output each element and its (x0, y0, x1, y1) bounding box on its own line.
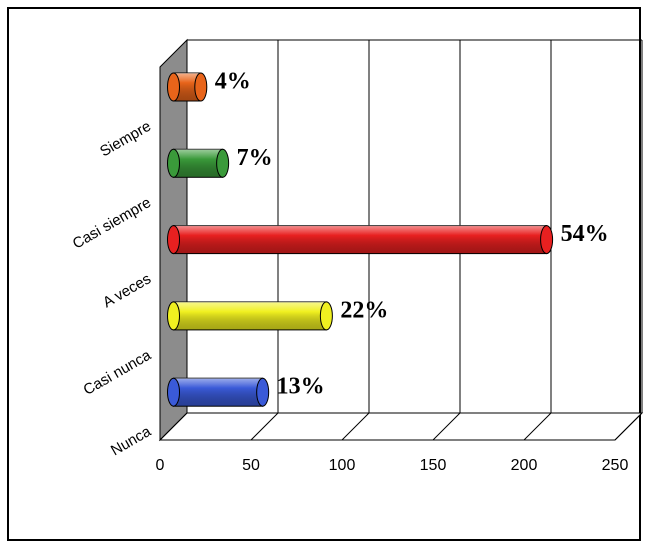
floor-tick-line (250, 412, 279, 441)
bar-start-cap (167, 301, 180, 331)
x-tick-label: 200 (511, 457, 538, 474)
bar-start-cap (167, 72, 180, 102)
bar-start-cap (167, 377, 180, 407)
bar (167, 148, 230, 178)
value-label: 54% (561, 221, 609, 247)
bar-end-cap (319, 301, 333, 331)
floor-tick-line (159, 412, 188, 441)
bar-start-cap (167, 225, 180, 255)
bar-shade (173, 149, 223, 178)
bar (167, 377, 270, 407)
bar-end-cap (194, 72, 208, 102)
floor (158, 412, 644, 441)
bar-shade (173, 301, 327, 330)
value-label: 7% (237, 145, 273, 171)
x-tick-label: 0 (156, 457, 165, 474)
bar-end-cap (216, 148, 230, 178)
value-label: 22% (340, 297, 388, 323)
value-label: 13% (277, 374, 325, 400)
bar-end-cap (540, 225, 554, 255)
bar-start-cap (167, 148, 180, 178)
x-tick-label: 150 (420, 457, 447, 474)
floor-tick-line (523, 412, 552, 441)
value-label: 4% (215, 69, 251, 95)
floor-tick-line (614, 412, 643, 441)
bar-shade (173, 378, 263, 407)
x-tick-label: 50 (242, 457, 260, 474)
bar-shade (173, 225, 547, 254)
x-tick-label: 250 (602, 457, 629, 474)
bar (167, 225, 554, 255)
x-tick-label: 100 (329, 457, 356, 474)
chart-frame (7, 7, 641, 541)
floor-tick-line (432, 412, 461, 441)
bar-end-cap (256, 377, 270, 407)
floor-tick-line (341, 412, 370, 441)
bar (167, 301, 333, 331)
bar (167, 72, 208, 102)
